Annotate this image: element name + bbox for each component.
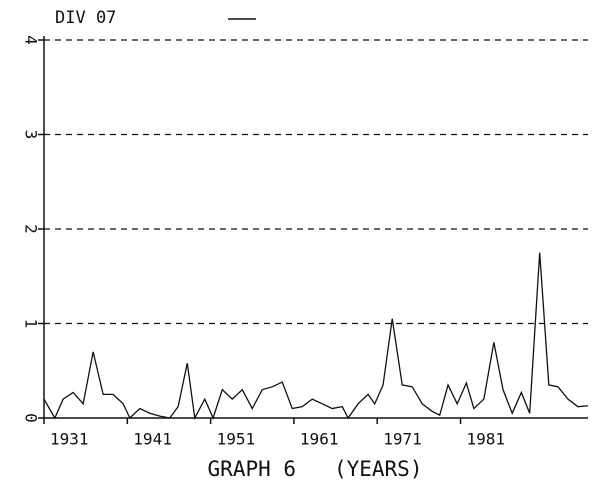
- x-tick-label: 1931: [50, 430, 89, 449]
- x-tick-label: 1941: [133, 430, 172, 449]
- x-tick-label: 1981: [467, 430, 506, 449]
- x-tick-label: 1951: [217, 430, 256, 449]
- y-tick-label: 1: [22, 319, 41, 329]
- y-tick-label: 0: [22, 413, 41, 423]
- x-tick-label: 1971: [383, 430, 422, 449]
- y-tick-label: 4: [22, 35, 41, 45]
- data-line: [43, 252, 589, 421]
- chart-title: DIV 07: [55, 8, 116, 28]
- y-tick-label: 2: [22, 224, 41, 234]
- x-tick-label: 1961: [300, 430, 339, 449]
- y-tick-label: 3: [22, 130, 41, 140]
- x-axis-label: GRAPH 6 (YEARS): [208, 457, 423, 481]
